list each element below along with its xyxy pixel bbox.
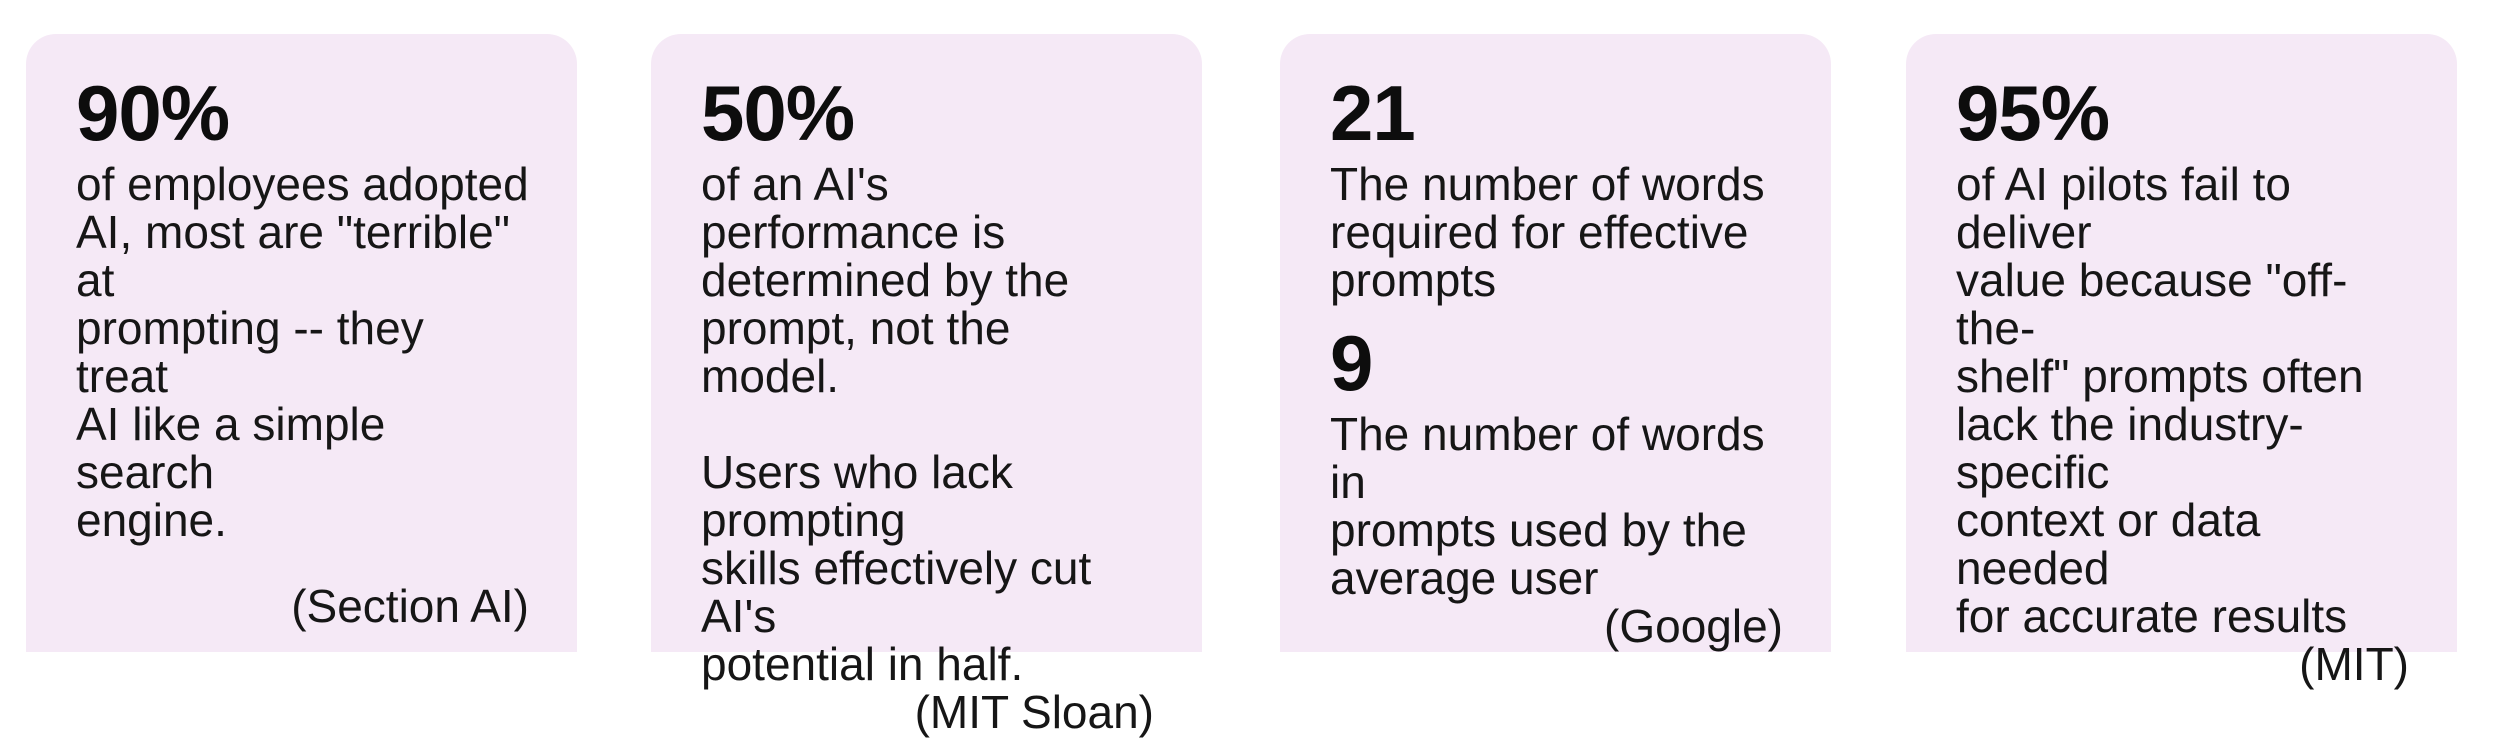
card-word-counts: 21 The number of words required for effe… xyxy=(1280,34,1831,652)
stat-headline: 90% xyxy=(76,69,230,157)
stat-value: 9 xyxy=(1330,319,1373,407)
stat-attribution: (MIT Sloan) xyxy=(914,686,1154,738)
stat-attribution: (Section AI) xyxy=(291,580,529,632)
card-prompt-performance: 50% of an AI's performance is determined… xyxy=(651,34,1202,736)
stat-body: of AI pilots fail to deliver value becau… xyxy=(1956,158,2364,642)
stat-value: 21 xyxy=(1330,69,1416,157)
stat-attribution: (Google) xyxy=(1604,600,1783,652)
stat-body: of employees adopted AI, most are "terri… xyxy=(76,158,529,546)
stat-headline: 95% xyxy=(1956,69,2110,157)
stats-cards-row: 90% of employees adopted AI, most are "t… xyxy=(26,34,2457,736)
card-employee-adoption: 90% of employees adopted AI, most are "t… xyxy=(26,34,577,652)
stat-description: The number of words required for effecti… xyxy=(1330,158,1765,306)
stat-body: of an AI's performance is determined by … xyxy=(701,158,1092,690)
stat-attribution: (MIT) xyxy=(2299,638,2409,690)
stat-headline: 50% xyxy=(701,69,855,157)
stat-description: The number of words in prompts used by t… xyxy=(1330,408,1765,604)
card-ai-pilots: 95% of AI pilots fail to deliver value b… xyxy=(1906,34,2457,688)
